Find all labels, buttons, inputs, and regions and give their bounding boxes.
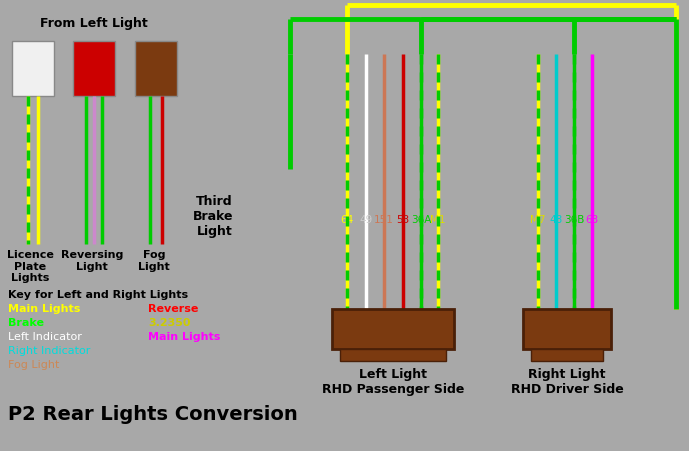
Text: M1: M1 [430, 215, 446, 225]
Text: 63: 63 [586, 215, 599, 225]
Text: 53: 53 [396, 215, 410, 225]
Text: 48: 48 [549, 215, 563, 225]
Text: From Left Light: From Left Light [40, 17, 148, 30]
Bar [332, 309, 454, 349]
Text: Brake: Brake [8, 318, 44, 327]
Bar [12, 42, 54, 97]
Text: 36A: 36A [411, 215, 431, 225]
Bar [523, 309, 611, 349]
Text: Fog
Light: Fog Light [138, 249, 170, 271]
Text: Right Light
RHD Driver Side: Right Light RHD Driver Side [511, 367, 624, 395]
Text: Reversing
Light: Reversing Light [61, 249, 123, 271]
Text: Main Lights: Main Lights [8, 304, 81, 313]
Text: Reverse: Reverse [148, 304, 198, 313]
Text: Main Lights: Main Lights [148, 331, 220, 341]
Text: Left Indicator: Left Indicator [8, 331, 82, 341]
Text: P2 Rear Lights Conversion: P2 Rear Lights Conversion [8, 404, 298, 423]
Bar [531, 349, 603, 361]
Text: Right Indicator: Right Indicator [8, 345, 90, 355]
Text: 49: 49 [360, 215, 373, 225]
Bar [73, 42, 115, 97]
Text: 64: 64 [340, 215, 353, 225]
Bar [340, 349, 446, 361]
Text: 3.2350: 3.2350 [148, 318, 190, 327]
Bar [135, 42, 177, 97]
Text: Fog Light: Fog Light [8, 359, 59, 369]
Text: 36B: 36B [564, 215, 584, 225]
Text: M7: M7 [531, 215, 546, 225]
Text: Key for Left and Right Lights: Key for Left and Right Lights [8, 290, 188, 299]
Text: 151: 151 [374, 215, 394, 225]
Text: Left Light
RHD Passenger Side: Left Light RHD Passenger Side [322, 367, 464, 395]
Text: Third
Brake
Light: Third Brake Light [192, 194, 233, 238]
Text: Licence
Plate
Lights: Licence Plate Lights [7, 249, 54, 283]
